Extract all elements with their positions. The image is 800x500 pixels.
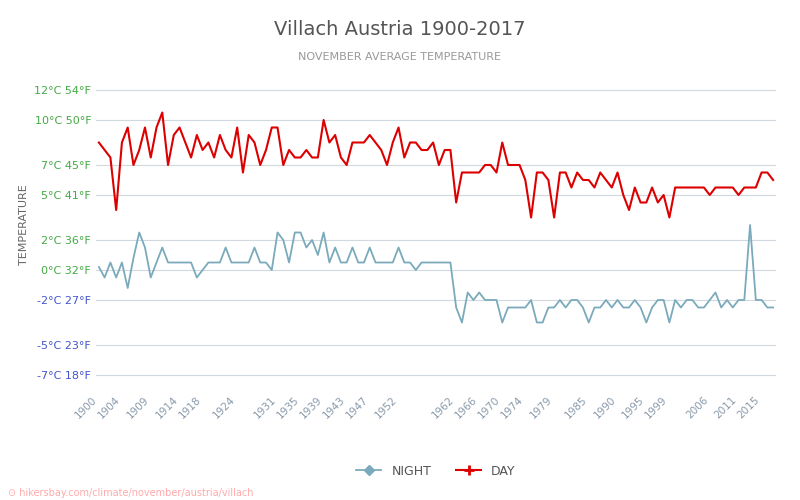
Text: NOVEMBER AVERAGE TEMPERATURE: NOVEMBER AVERAGE TEMPERATURE <box>298 52 502 62</box>
Legend: NIGHT, DAY: NIGHT, DAY <box>351 460 521 483</box>
Y-axis label: TEMPERATURE: TEMPERATURE <box>18 184 29 266</box>
Text: ⊙ hikersbay.com/climate/november/austria/villach: ⊙ hikersbay.com/climate/november/austria… <box>8 488 254 498</box>
Text: Villach Austria 1900-2017: Villach Austria 1900-2017 <box>274 20 526 39</box>
